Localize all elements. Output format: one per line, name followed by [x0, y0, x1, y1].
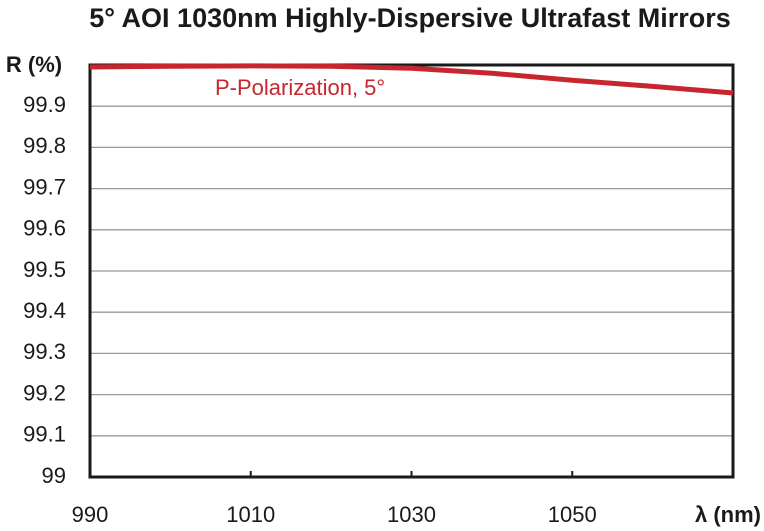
y-tick-label: 99.6 [23, 216, 66, 241]
y-tick-label: 99.9 [23, 92, 66, 117]
y-tick-label: 99 [42, 463, 66, 488]
y-tick-label: 99.2 [23, 380, 66, 405]
y-tick-label: 99.3 [23, 339, 66, 364]
x-tick-label: 1050 [548, 502, 597, 527]
data-line [89, 63, 734, 96]
x-axis-label: λ (nm) [695, 502, 761, 527]
y-tick-label: 99.8 [23, 133, 66, 158]
y-tick-label: 99.7 [23, 174, 66, 199]
plot-frame [88, 63, 735, 479]
x-tick-label: 1030 [387, 502, 436, 527]
y-tick-label: 99.1 [23, 422, 66, 447]
x-tick-label: 1010 [226, 502, 275, 527]
y-axis-label: R (%) [6, 52, 62, 77]
annotation: P-Polarization, 5° [215, 75, 385, 100]
x-tick-label: 990 [72, 502, 109, 527]
chart-title: 5° AOI 1030nm Highly-Dispersive Ultrafas… [89, 3, 731, 33]
y-tick-label: 99.5 [23, 257, 66, 282]
y-tick-label: 99.4 [23, 298, 66, 323]
